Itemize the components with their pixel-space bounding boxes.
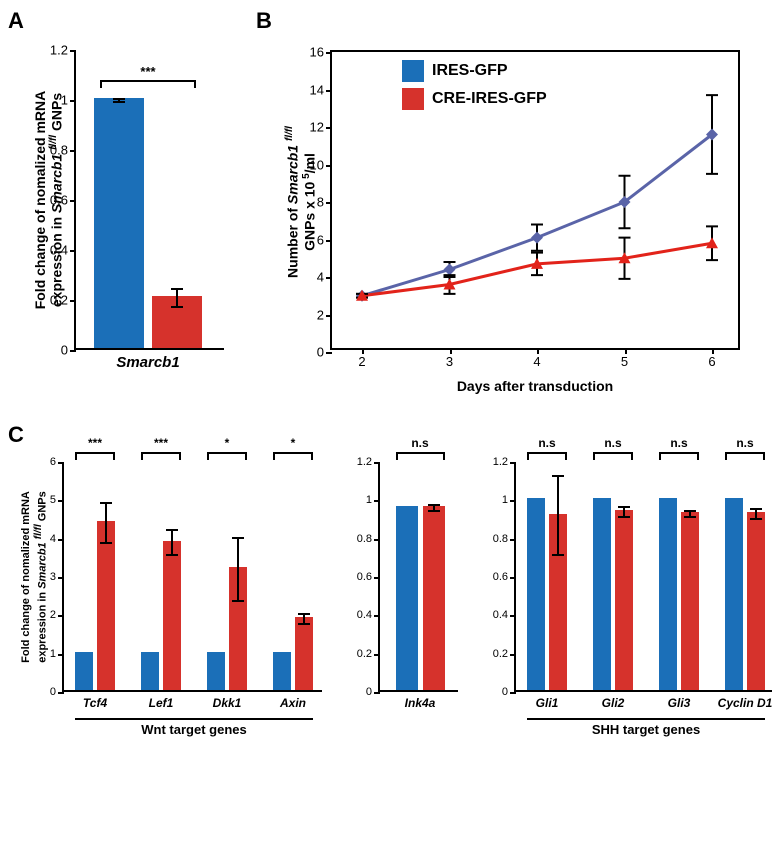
panel-b-x-title: Days after transduction	[457, 378, 613, 394]
sig-label: n.s	[670, 436, 687, 450]
panel-c-plot-ink4a: 00.20.40.60.811.2Ink4an.s	[378, 462, 458, 692]
panel-c-label: C	[8, 422, 24, 448]
panel-a-x-label: Smarcb1	[116, 348, 179, 371]
y-tick-label: 3	[50, 571, 64, 583]
panel-c-y-title: Fold change of nomalized mRNAexpression …	[20, 462, 49, 692]
y-tick-label: 5	[50, 494, 64, 506]
panel-a-plot: 00.20.40.60.811.2Fold change of nomalize…	[74, 50, 224, 350]
figure: A 00.20.40.60.811.2Fold change of nomali…	[12, 12, 760, 756]
y-tick-label: 4	[317, 270, 332, 285]
sig-bracket	[141, 452, 181, 454]
gene-label: Ink4a	[405, 690, 436, 710]
y-tick-label: 8	[317, 195, 332, 210]
bar-shh-Cyclin D1-ctrl	[725, 498, 743, 690]
bar-wnt-Axin-cre	[295, 617, 313, 690]
group-label: Wnt target genes	[141, 722, 246, 737]
y-tick-label: 1.2	[357, 456, 380, 468]
panel-c-subpanel-wnt: 0123456Tcf4***Lef1***Dkk1*Axin*Wnt targe…	[62, 442, 322, 692]
y-tick-label: 0.4	[493, 609, 516, 621]
sig-label: *	[225, 436, 230, 450]
panel-c-subpanel-ink4a: 00.20.40.60.811.2Ink4an.s	[346, 442, 458, 692]
y-tick-label: 0	[502, 686, 516, 698]
sig-label: ***	[88, 436, 102, 450]
bar-shh-Gli2-ctrl	[593, 498, 611, 690]
bar-shh-Gli2-cre	[615, 510, 633, 690]
sig-bracket	[100, 80, 196, 82]
panel-b-line-layer	[332, 52, 742, 352]
group-label: SHH target genes	[592, 722, 700, 737]
sig-bracket	[725, 452, 765, 454]
sig-bracket	[75, 452, 115, 454]
panel-a-y-title: Fold change of nomalized mRNAexpression …	[32, 50, 65, 350]
y-tick-label: 2	[317, 307, 332, 322]
sig-bracket	[527, 452, 567, 454]
group-line	[527, 718, 765, 720]
sig-label: n.s	[411, 436, 428, 450]
sig-label: n.s	[604, 436, 621, 450]
sig-bracket	[207, 452, 247, 454]
y-tick-label: 0.4	[357, 609, 380, 621]
bar-shh-Gli1-ctrl	[527, 498, 545, 690]
bar-wnt-Lef1-cre	[163, 541, 181, 691]
gene-label: Lef1	[149, 690, 174, 710]
bar-wnt-Axin-ctrl	[273, 652, 291, 690]
sig-bracket	[273, 452, 313, 454]
panel-b-plot: 024681012141623456Number of Smarcb1 fl/f…	[330, 50, 740, 350]
y-tick-label: 1.2	[493, 456, 516, 468]
sig-bracket	[396, 452, 445, 454]
panel-c-plot-shh: 00.20.40.60.811.2Gli1n.sGli2n.sGli3n.sCy…	[514, 462, 772, 692]
sig-label: n.s	[538, 436, 555, 450]
panel-a-label: A	[8, 8, 24, 34]
y-tick-label: 4	[50, 533, 64, 545]
sig-label: *	[291, 436, 296, 450]
gene-label: Axin	[280, 690, 306, 710]
panel-b-y-title: Number of Smarcb1 fl/flGNPs x 10 5/ml	[284, 52, 318, 352]
bar-shh-Cyclin D1-cre	[747, 512, 765, 690]
y-tick-label: 2	[50, 609, 64, 621]
y-tick-label: 0.2	[357, 648, 380, 660]
sig-label: ***	[140, 64, 155, 79]
bar-ink4a-Ink4a-cre	[423, 506, 445, 690]
sig-bracket	[593, 452, 633, 454]
y-tick-label: 0.6	[493, 571, 516, 583]
panel-c-subpanel-shh: 00.20.40.60.811.2Gli1n.sGli2n.sGli3n.sCy…	[482, 442, 772, 692]
gene-label: Gli2	[602, 690, 625, 710]
bar-wnt-Lef1-ctrl	[141, 652, 159, 690]
panel-c-plot-wnt: 0123456Tcf4***Lef1***Dkk1*Axin*Wnt targe…	[62, 462, 322, 692]
bar-wnt-Dkk1-ctrl	[207, 652, 225, 690]
panel-b: B 024681012141623456Number of Smarcb1 fl…	[260, 12, 760, 412]
gene-label: Tcf4	[83, 690, 107, 710]
y-tick-label: 0	[50, 686, 64, 698]
gene-label: Dkk1	[213, 690, 242, 710]
gene-label: Gli3	[668, 690, 691, 710]
sig-label: n.s	[736, 436, 753, 450]
bar-wnt-Tcf4-ctrl	[75, 652, 93, 690]
y-tick-label: 6	[50, 456, 64, 468]
y-tick-label: 0.2	[493, 648, 516, 660]
bar-control	[94, 98, 144, 348]
y-tick-label: 0.6	[357, 571, 380, 583]
panel-a: A 00.20.40.60.811.2Fold change of nomali…	[12, 12, 242, 412]
bar-ink4a-Ink4a-ctrl	[396, 506, 418, 690]
y-tick-label: 6	[317, 232, 332, 247]
sig-bracket	[659, 452, 699, 454]
gene-label: Gli1	[536, 690, 559, 710]
panel-b-label: B	[256, 8, 272, 34]
y-tick-label: 0	[317, 345, 332, 360]
bar-shh-Gli3-ctrl	[659, 498, 677, 690]
y-tick-label: 1	[366, 494, 380, 506]
y-tick-label: 1	[502, 494, 516, 506]
y-tick-label: 1	[50, 648, 64, 660]
gene-label: Cyclin D1	[718, 690, 772, 710]
bar-wnt-Tcf4-cre	[97, 521, 115, 690]
y-tick-label: 0.8	[357, 533, 380, 545]
sig-label: ***	[154, 436, 168, 450]
y-tick-label: 0	[366, 686, 380, 698]
bar-shh-Gli3-cre	[681, 512, 699, 690]
group-line	[75, 718, 313, 720]
panel-c: C 0123456Tcf4***Lef1***Dkk1*Axin*Wnt tar…	[12, 426, 760, 756]
y-tick-label: 0.8	[493, 533, 516, 545]
